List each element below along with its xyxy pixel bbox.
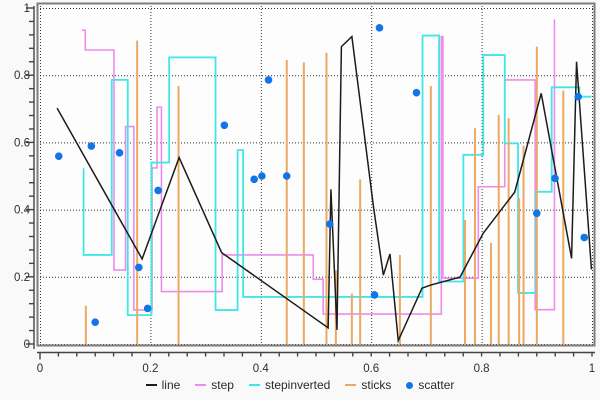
axes bbox=[26, 6, 595, 360]
legend-label: step bbox=[211, 378, 234, 392]
legend-label: scatter bbox=[418, 378, 455, 392]
series-line bbox=[56, 34, 593, 344]
legend-item-line: line bbox=[145, 378, 181, 392]
legend-item-sticks: sticks bbox=[345, 378, 391, 392]
legend: line step stepinverted sticks scatter bbox=[0, 375, 600, 395]
y-tick-label: 0.6 bbox=[14, 137, 30, 149]
step-swatch-icon bbox=[195, 384, 207, 386]
x-tick-label: 0 bbox=[37, 363, 43, 375]
y-tick-label: 0.2 bbox=[14, 272, 30, 284]
legend-item-scatter: scatter bbox=[406, 378, 454, 392]
legend-label: line bbox=[161, 378, 181, 392]
scatter-swatch-icon bbox=[406, 381, 414, 389]
y-tick-label: 0.8 bbox=[14, 70, 30, 82]
y-tick-label: 1 bbox=[24, 3, 30, 15]
x-tick-label: 0.8 bbox=[474, 363, 490, 375]
y-tick-label: 0.4 bbox=[14, 205, 31, 217]
legend-label: stepinverted bbox=[264, 378, 331, 392]
legend-item-step: step bbox=[195, 378, 234, 392]
x-tick-label: 0.4 bbox=[253, 363, 270, 375]
legend-label: sticks bbox=[361, 378, 392, 392]
x-tick-label: 0.2 bbox=[142, 363, 158, 375]
plot-area bbox=[37, 3, 595, 346]
x-tick-label: 0.6 bbox=[363, 363, 379, 375]
x-tick-label: 1 bbox=[589, 363, 595, 375]
series-scatter bbox=[54, 24, 589, 326]
y-tick-label: 0 bbox=[24, 339, 30, 351]
legend-item-stepinverted: stepinverted bbox=[248, 378, 331, 392]
plot-frame bbox=[36, 2, 596, 347]
series-step bbox=[81, 19, 556, 315]
tick-labels: 0 0.2 0.4 0.6 0.8 1 0 0.2 0.4 0.6 0.8 1 bbox=[14, 3, 595, 375]
line-swatch-icon bbox=[145, 384, 157, 386]
stepinverted-swatch-icon bbox=[248, 384, 260, 386]
series-stepinverted bbox=[82, 34, 592, 317]
sticks-swatch-icon bbox=[345, 384, 357, 386]
